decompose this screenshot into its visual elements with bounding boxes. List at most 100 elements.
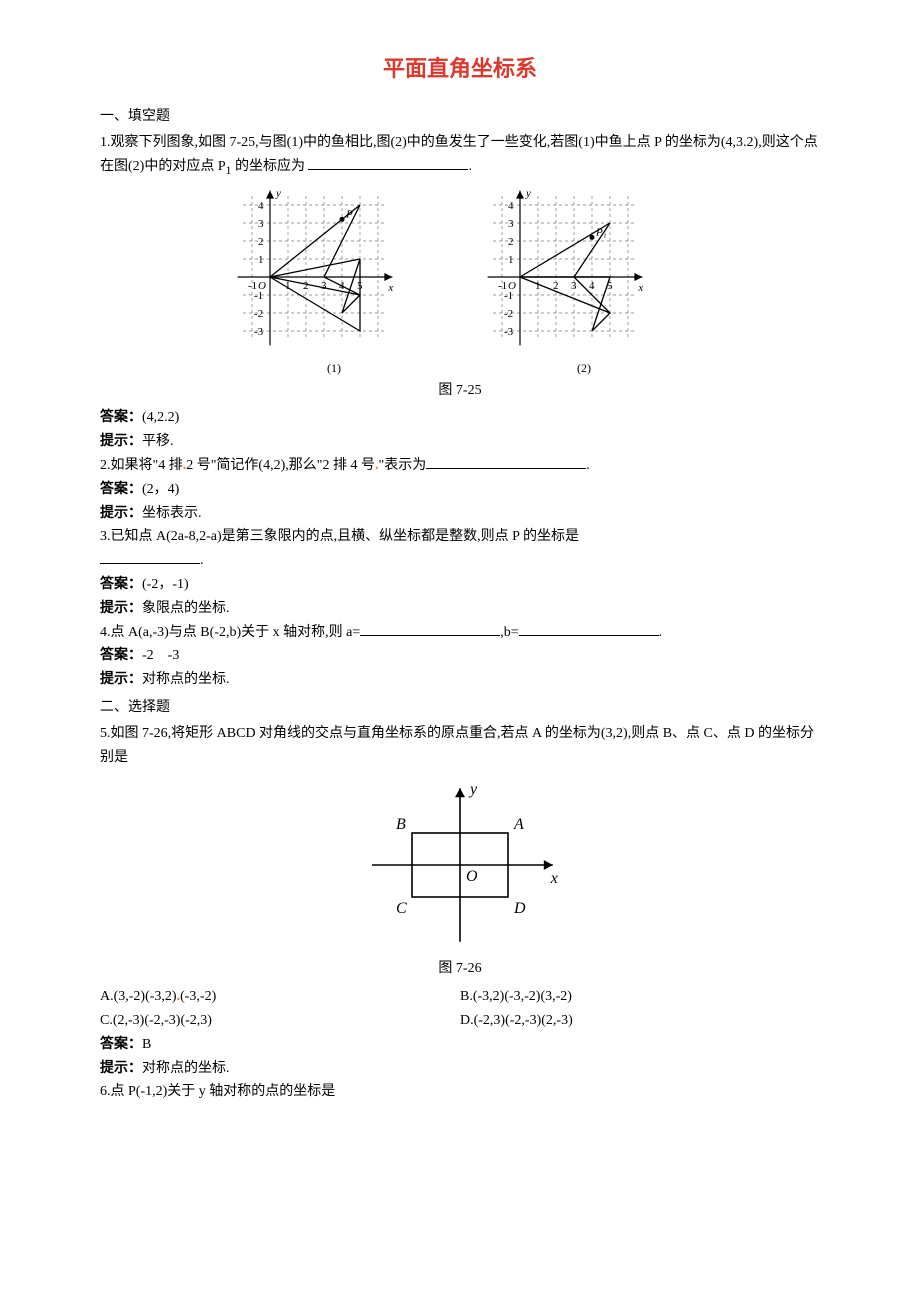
svg-text:1: 1 [535,280,541,292]
q4-hint-value: 对称点的坐标. [142,672,230,687]
q1-hint-value: 平移. [142,434,174,449]
q4-hint: 提示：对称点的坐标. [100,668,820,692]
page-title: 平面直角坐标系 [100,50,820,87]
svg-text:D: D [513,900,526,917]
q2-answer: 答案：(2，4) [100,478,820,502]
svg-text:(2): (2) [577,361,591,375]
q2-b: 2 号"简记作(4,2),那么"2 排 4 号 [186,458,375,473]
svg-text:x: x [550,870,558,887]
section-2-heading: 二、选择题 [100,696,820,720]
q5-hint-value: 对称点的坐标. [142,1061,230,1076]
svg-text:O: O [466,868,478,885]
hint-label: 提示： [100,672,142,687]
q3-blank [100,549,200,564]
svg-text:C: C [396,900,407,917]
svg-text:B: B [396,816,406,833]
q5-answer: 答案：B [100,1033,820,1057]
q2-end: . [586,458,590,473]
q2-a: 2.如果将"4 排 [100,458,183,473]
q3-hint-value: 象限点的坐标. [142,601,230,616]
answer-label: 答案： [100,1037,142,1052]
q1-text: 1.观察下列图象,如图 7-25,与图(1)中的鱼相比,图(2)中的鱼发生了一些… [100,131,820,180]
q3-text: 3.已知点 A(2a-8,2-a)是第三象限内的点,且横、纵坐标都是整数,则点 … [100,525,820,573]
q2-hint-value: 坐标表示. [142,506,202,521]
svg-text:4: 4 [508,200,514,212]
q1-part-b: 的坐标应为 [231,159,305,174]
hint-label: 提示： [100,434,142,449]
fig725-caption: 图 7-25 [100,379,820,403]
q4-a: 4.点 A(a,-3)与点 B(-2,b)关于 x 轴对称,则 a= [100,625,360,640]
hint-label: 提示： [100,506,142,521]
svg-text:P₁: P₁ [595,226,607,238]
svg-text:2: 2 [508,236,514,248]
svg-text:y: y [468,782,478,799]
q6-text: 6.点 P(-1,2)关于 y 轴对称的点的坐标是 [100,1080,820,1104]
svg-text:-1: -1 [498,280,507,292]
q1-answer-value: (4,2.2) [142,410,179,425]
svg-text:1: 1 [508,254,514,266]
q5-choice-b: B.(-3,2)(-3,-2)(3,-2) [460,985,820,1009]
svg-text:2: 2 [258,236,264,248]
svg-text:-2: -2 [504,308,513,320]
q5-A-b: (-3,-2) [180,989,216,1004]
svg-text:A: A [513,816,524,833]
q3-answer: 答案：(-2，-1) [100,573,820,597]
fig726-svg: B A C D Ox y [350,775,570,955]
q2-blank [426,454,586,469]
fig726-caption: 图 7-26 [100,957,820,981]
svg-text:y: y [525,187,531,199]
q4-answer: 答案：-2 -3 [100,644,820,668]
svg-text:2: 2 [303,280,309,292]
section-1-heading: 一、填空题 [100,105,820,129]
q4-mid: ,b= [500,625,518,640]
q5-choice-d: D.(-2,3)(-2,-3)(2,-3) [460,1009,820,1033]
answer-label: 答案： [100,482,142,497]
svg-text:3: 3 [321,280,327,292]
answer-label: 答案： [100,410,142,425]
svg-text:3: 3 [508,218,514,230]
svg-text:3: 3 [258,218,264,230]
q2-c: "表示为 [378,458,426,473]
answer-label: 答案： [100,648,142,663]
svg-text:4: 4 [589,280,595,292]
q1-answer: 答案：(4,2.2) [100,406,820,430]
q3-a: 3.已知点 A(2a-8,2-a)是第三象限内的点,且横、纵坐标都是整数,则点 … [100,529,579,544]
svg-text:-3: -3 [504,326,514,338]
hint-label: 提示： [100,1061,142,1076]
q4-blank-b [519,621,659,636]
figure-7-26: B A C D Ox y 图 7-26 [100,775,820,981]
svg-text:y: y [275,187,281,199]
q2-answer-value: (2，4) [142,482,179,497]
figure-7-25: 1234-1-2-3-112345OxyP(1)1234-1-2-3-11234… [100,187,820,403]
q5-choices-row1: A.(3,-2)(-3,2).(-3,-2) B.(-3,2)(-3,-2)(3… [100,985,820,1009]
svg-text:-2: -2 [254,308,263,320]
svg-text:x: x [387,282,393,294]
svg-text:O: O [258,280,266,292]
q5-A-a: A.(3,-2)(-3,2) [100,989,177,1004]
q4-text: 4.点 A(a,-3)与点 B(-2,b)关于 x 轴对称,则 a=,b=. [100,621,820,645]
q2-text: 2.如果将"4 排.2 号"简记作(4,2),那么"2 排 4 号."表示为. [100,454,820,478]
svg-text:3: 3 [571,280,577,292]
svg-text:4: 4 [258,200,264,212]
fig725-svg: 1234-1-2-3-112345OxyP(1)1234-1-2-3-11234… [230,187,690,377]
q4-answer-value: -2 -3 [142,648,179,663]
q1-blank [308,155,468,170]
q3-answer-value: (-2，-1) [142,577,189,592]
svg-text:x: x [637,282,643,294]
q4-blank-a [360,621,500,636]
q5-text: 5.如图 7-26,将矩形 ABCD 对角线的交点与直角坐标系的原点重合,若点 … [100,722,820,770]
q5-hint: 提示：对称点的坐标. [100,1057,820,1081]
svg-text:P: P [345,208,353,220]
svg-text:1: 1 [258,254,264,266]
q5-answer-value: B [142,1037,151,1052]
q5-choice-c: C.(2,-3)(-2,-3)(-2,3) [100,1009,460,1033]
answer-label: 答案： [100,577,142,592]
svg-text:(1): (1) [327,361,341,375]
hint-label: 提示： [100,601,142,616]
q5-choices-row2: C.(2,-3)(-2,-3)(-2,3) D.(-2,3)(-2,-3)(2,… [100,1009,820,1033]
q2-hint: 提示：坐标表示. [100,502,820,526]
q3-end: . [200,553,204,568]
q5-choice-a: A.(3,-2)(-3,2).(-3,-2) [100,985,460,1009]
q1-hint: 提示：平移. [100,430,820,454]
q3-hint: 提示：象限点的坐标. [100,597,820,621]
